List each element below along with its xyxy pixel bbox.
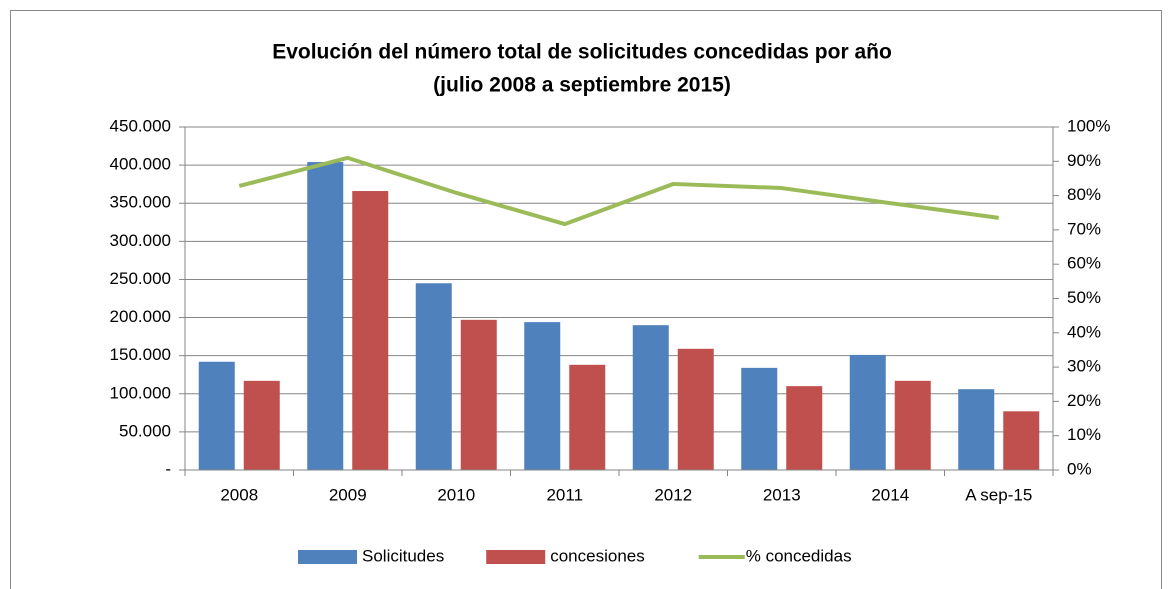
y2-tick-label: 40% bbox=[1067, 322, 1101, 341]
y-tick-label: 450.000 bbox=[110, 116, 171, 135]
bar bbox=[415, 283, 452, 470]
bar bbox=[632, 325, 669, 470]
y2-tick-label: 60% bbox=[1067, 254, 1101, 273]
x-tick-label: A sep-15 bbox=[965, 485, 1032, 504]
bar bbox=[677, 348, 714, 470]
chart-subtitle: (julio 2008 a septiembre 2015) bbox=[433, 74, 731, 97]
y2-tick-label: 20% bbox=[1067, 391, 1101, 410]
legend-label: Solicitudes bbox=[362, 546, 444, 565]
bar bbox=[460, 319, 497, 470]
legend-label: % concedidas bbox=[746, 546, 852, 565]
chart-border bbox=[10, 10, 1162, 589]
legend-label: concesiones bbox=[550, 546, 645, 565]
bar bbox=[198, 361, 235, 470]
bar bbox=[243, 380, 280, 470]
y-tick-label: 250.000 bbox=[110, 269, 171, 288]
x-tick-label: 2010 bbox=[437, 485, 475, 504]
bar bbox=[894, 380, 931, 470]
legend-swatch bbox=[298, 550, 357, 564]
bar bbox=[524, 322, 561, 470]
y2-tick-label: 80% bbox=[1067, 185, 1101, 204]
x-tick-label: 2009 bbox=[329, 485, 367, 504]
x-tick-label: 2011 bbox=[546, 485, 583, 504]
x-tick-label: 2008 bbox=[220, 485, 258, 504]
y-tick-label: 50.000 bbox=[119, 421, 171, 440]
y2-tick-label: 30% bbox=[1067, 357, 1101, 376]
chart-title: Evolución del número total de solicitude… bbox=[272, 41, 892, 64]
y2-tick-label: 90% bbox=[1067, 151, 1101, 170]
line-series bbox=[238, 155, 1000, 227]
x-tick-label: 2014 bbox=[871, 485, 909, 504]
y-tick-label: 400.000 bbox=[110, 155, 171, 174]
x-tick-label: 2012 bbox=[654, 485, 692, 504]
y2-tick-label: 10% bbox=[1067, 425, 1101, 444]
x-tick-label: 2013 bbox=[763, 485, 801, 504]
bar bbox=[849, 354, 886, 470]
legend-swatch bbox=[486, 550, 546, 564]
y-tick-label: 200.000 bbox=[110, 307, 171, 326]
bar bbox=[352, 191, 389, 470]
y-tick-label: - bbox=[165, 459, 171, 478]
bar bbox=[741, 367, 778, 470]
bar bbox=[958, 389, 995, 470]
bar bbox=[786, 386, 823, 470]
y2-tick-label: 100% bbox=[1067, 116, 1110, 135]
y-tick-label: 100.000 bbox=[110, 383, 171, 402]
bar bbox=[569, 364, 606, 470]
y2-tick-label: 50% bbox=[1067, 288, 1101, 307]
y2-tick-label: 0% bbox=[1067, 459, 1092, 478]
y-tick-label: 150.000 bbox=[110, 345, 171, 364]
y2-tick-label: 70% bbox=[1067, 219, 1101, 238]
bar bbox=[307, 162, 344, 470]
y-tick-label: 300.000 bbox=[110, 231, 171, 250]
y-tick-label: 350.000 bbox=[110, 193, 171, 212]
bar bbox=[1003, 411, 1040, 470]
